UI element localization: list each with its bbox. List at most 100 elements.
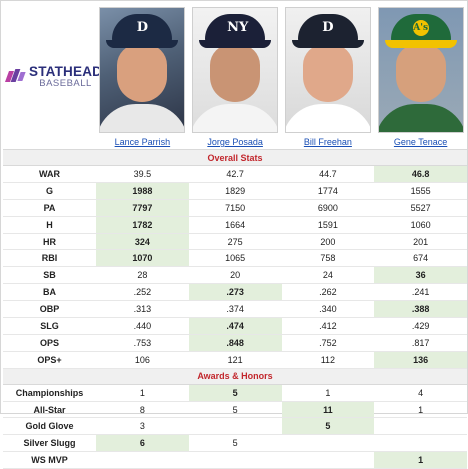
award-row: Championships 1 5 1 4 (3, 384, 467, 402)
stat-row: WAR 39.5 42.7 44.7 46.8 (3, 165, 467, 183)
stat-value: .262 (281, 283, 375, 302)
player-comparison-table: STATHEAD BASEBALL D Lance Parrish NY Jorge… (3, 3, 467, 469)
stat-label: OPS+ (3, 351, 96, 369)
stat-row: PA 7797 7150 6900 5527 (3, 199, 467, 217)
stat-row: SB 28 20 24 36 (3, 266, 467, 285)
stat-value: 36 (374, 266, 467, 285)
stat-value: 112 (281, 351, 375, 369)
stat-label: OBP (3, 300, 96, 319)
stat-value (374, 434, 467, 453)
player-link[interactable]: Jorge Posada (207, 137, 263, 147)
award-row: All-Star 8 5 11 1 (3, 401, 467, 419)
stat-value: 11 (281, 401, 375, 419)
stat-value: 7150 (188, 199, 282, 217)
stat-value: 28 (96, 266, 189, 285)
stat-label: HR (3, 233, 96, 251)
stat-value: 1065 (188, 249, 282, 268)
stat-value: 1070 (96, 249, 189, 268)
team-logo-icon: A's (412, 20, 429, 36)
stat-value: 1060 (374, 216, 467, 234)
stat-row: SLG .440.474.412.429 (3, 317, 467, 335)
team-logo-icon: NY (227, 20, 249, 35)
stat-value: 44.7 (281, 165, 375, 183)
stathead-logo-icon (4, 68, 27, 86)
stat-value: 1 (281, 384, 375, 402)
stat-value: 7797 (96, 199, 189, 217)
stat-label: WS MVP (3, 451, 96, 469)
stat-value: 5 (281, 417, 375, 436)
stat-value: .848 (188, 334, 282, 352)
player-photo-yankees-cap: NY (192, 7, 279, 133)
team-logo-icon: D (322, 20, 334, 35)
stat-value: 39.5 (96, 165, 189, 183)
stat-value: 5 (188, 434, 282, 453)
stat-value: 1664 (188, 216, 282, 234)
stat-label: RBI (3, 249, 96, 268)
stat-value: 200 (281, 233, 375, 251)
stat-value: 1774 (281, 182, 375, 200)
stat-value: .474 (188, 317, 282, 335)
stat-label: G (3, 182, 96, 200)
stat-value: .241 (374, 283, 467, 302)
player-photo-tigers-cap: D (99, 7, 186, 133)
stat-label: All-Star (3, 401, 96, 419)
stat-value: 1 (96, 384, 189, 402)
player-column-2: NY Jorge Posada (189, 3, 282, 150)
brand-title: STATHEAD (29, 64, 103, 79)
stat-row: OPS+ 106 121 112 136 (3, 351, 467, 369)
stat-label: Championships (3, 384, 96, 402)
brand-subtitle: BASEBALL (39, 77, 92, 89)
stat-value: 121 (188, 351, 282, 369)
player-column-1: D Lance Parrish (96, 3, 189, 150)
stat-value: .273 (188, 283, 282, 302)
stat-value: .817 (374, 334, 467, 352)
section-title: Overall Stats (3, 149, 467, 166)
player-cap (112, 14, 173, 44)
stat-value: 758 (281, 249, 375, 268)
stat-value: .313 (96, 300, 189, 319)
stat-value (188, 451, 282, 469)
stat-value: .374 (188, 300, 282, 319)
stat-value: 674 (374, 249, 467, 268)
player-visor (384, 40, 457, 48)
stat-value: 4 (374, 384, 467, 402)
stathead-logo[interactable]: STATHEAD BASEBALL (4, 64, 103, 89)
stat-label: H (3, 216, 96, 234)
player-link[interactable]: Bill Freehan (303, 137, 352, 147)
stat-value: 3 (96, 417, 189, 436)
stat-value (281, 451, 375, 469)
stat-value: .340 (281, 300, 375, 319)
section-header-overall: Overall Stats (3, 149, 467, 166)
stat-value: 6900 (281, 199, 375, 217)
stat-value: 1591 (281, 216, 375, 234)
player-header-row: STATHEAD BASEBALL D Lance Parrish NY Jorge… (3, 3, 467, 150)
stat-value: .412 (281, 317, 375, 335)
award-row: WS MVP 1 (3, 451, 467, 469)
stat-label: SB (3, 266, 96, 285)
player-photo-athletics-cap: A's (377, 7, 464, 133)
player-cap (205, 14, 266, 44)
stat-value: 5 (188, 384, 282, 402)
player-visor (199, 40, 272, 48)
stat-row: BA .252.273.262.241 (3, 283, 467, 302)
stat-value: 1555 (374, 182, 467, 200)
stat-value: 5 (188, 401, 282, 419)
stat-value: .252 (96, 283, 189, 302)
player-face (210, 44, 261, 102)
award-row: Silver Slugg 6 5 (3, 434, 467, 453)
player-visor (291, 40, 364, 48)
stat-value: 1829 (188, 182, 282, 200)
stat-row: OPS .753.848.752.817 (3, 334, 467, 352)
player-link[interactable]: Gene Tenace (393, 137, 448, 147)
player-column-3: D Bill Freehan (282, 3, 375, 150)
stat-value: 1 (374, 451, 467, 469)
player-face (302, 44, 353, 102)
stat-value: 5527 (374, 199, 467, 217)
stat-row: H 1782 1664 1591 1060 (3, 216, 467, 234)
stat-value (374, 417, 467, 436)
stat-label: BA (3, 283, 96, 302)
player-shoulders (285, 104, 370, 132)
stat-label: Gold Glove (3, 417, 96, 436)
player-link[interactable]: Lance Parrish (114, 137, 171, 147)
